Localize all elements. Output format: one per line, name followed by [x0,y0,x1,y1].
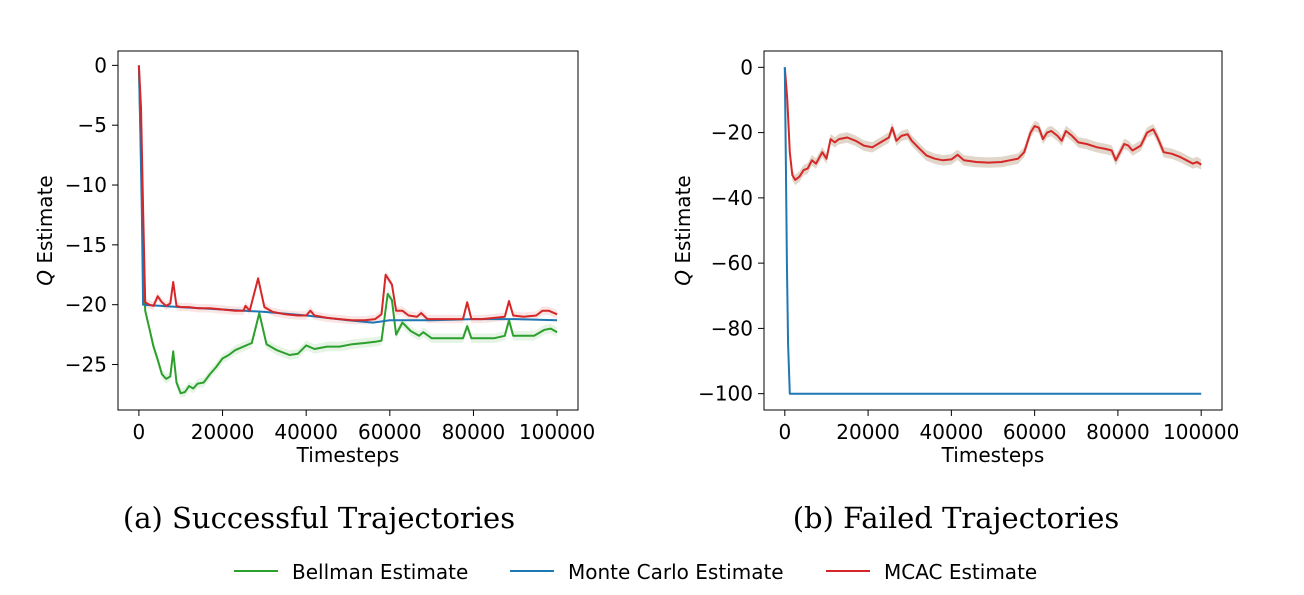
series-line-monte-carlo [137,65,558,324]
series-band-0-0 [138,60,558,398]
x-tick-label: 20000 [191,420,255,444]
legend-label-monte-carlo: Monte Carlo Estimate [568,560,784,584]
caption-a: (a) Successful Trajectories [123,501,515,535]
y-axis-label-text: Estimate [33,175,57,270]
x-tick-label: 20000 [836,420,900,444]
y-tick-label: −10 [65,173,107,197]
x-tick-label: 40000 [274,420,338,444]
axes-frame [117,50,579,411]
x-axis-label: Timesteps [941,443,1045,467]
x-tick-label: 0 [133,420,146,444]
series-line-bellman [137,65,558,395]
series-band-1-0 [784,62,1202,186]
y-axis-label: Q Estimate [33,175,57,285]
x-tick-label: 80000 [442,420,506,444]
panel-successful-trajectories: 0 20000 40000 60000 80000 100000 0 −5 −10 −15 −20 −… [33,50,595,467]
x-tick-label: 0 [778,420,791,444]
y-axis-label-symbol: Q [33,270,57,286]
y-tick-label: 0 [94,53,107,77]
y-tick-label: −100 [698,382,753,406]
y-tick-label: −5 [78,113,107,137]
y-axis-label-text: Estimate [671,175,695,270]
x-axis-label: Timesteps [296,443,400,467]
y-axis-label: Q Estimate [671,175,695,285]
caption-b: (b) Failed Trajectories [793,501,1120,535]
series-line-monte-carlo [783,67,1202,395]
x-tick-label: 60000 [1003,420,1067,444]
legend: Bellman Estimate Monte Carlo Estimate MC… [234,560,1037,584]
y-tick-label: −20 [711,121,753,145]
y-tick-label: −60 [711,251,753,275]
x-tick-label: 40000 [920,420,984,444]
series-line-mcac [137,65,558,322]
y-tick-label: 0 [740,55,753,79]
y-tick-label: −25 [65,353,107,377]
x-tick-label: 100000 [519,420,595,444]
y-tick-label: −40 [711,186,753,210]
x-tick-label: 100000 [1163,420,1239,444]
legend-label-mcac: MCAC Estimate [884,560,1037,584]
legend-label-bellman: Bellman Estimate [292,560,468,584]
y-tick-label: −15 [65,233,107,257]
series-band-0-2 [138,61,558,325]
y-axis-label-symbol: Q [671,270,695,286]
x-tick-label: 80000 [1086,420,1150,444]
x-tick-label: 60000 [358,420,422,444]
y-tick-label: −20 [65,293,107,317]
y-tick-label: −80 [711,316,753,340]
axes-frame [763,50,1223,411]
series-line-mcac [783,67,1202,181]
panel-failed-trajectories: 0 20000 40000 60000 80000 100000 0 −20 −40 −60 −80… [671,50,1239,467]
